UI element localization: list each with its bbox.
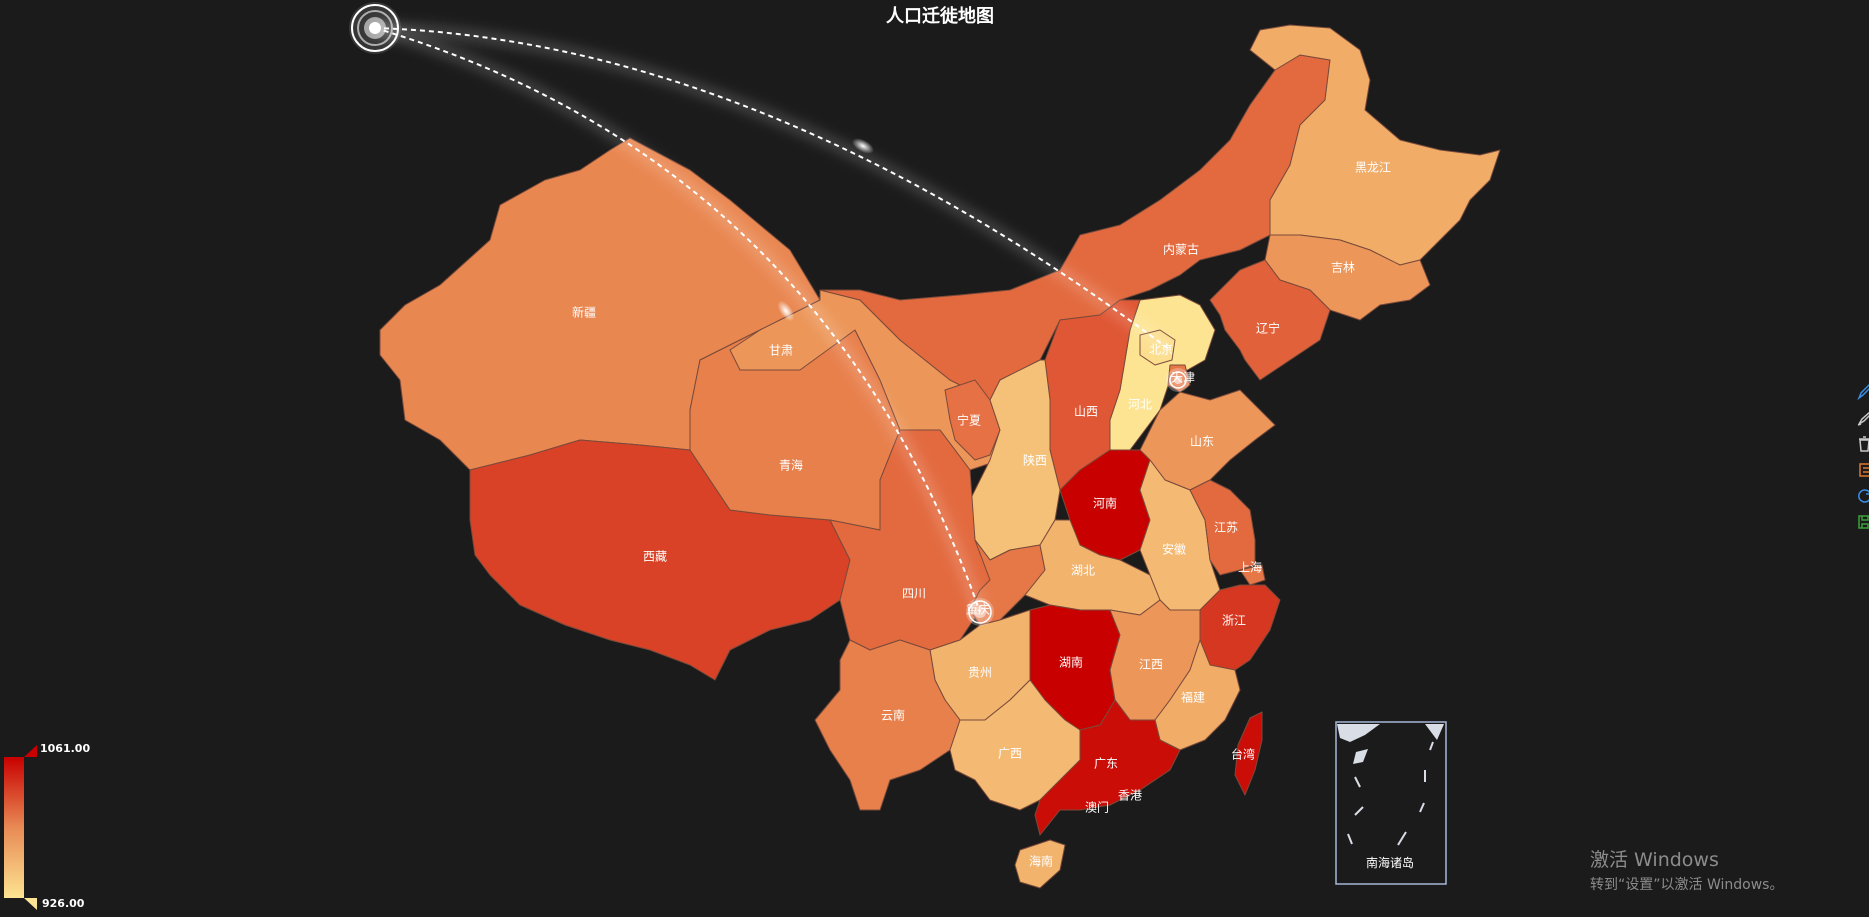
province-guangdong[interactable] [1034, 699, 1181, 836]
refresh-icon[interactable] [1857, 488, 1869, 504]
visual-map-legend[interactable] [4, 745, 37, 910]
label-hunan: 湖南 [1059, 655, 1083, 670]
label-qinghai: 青海 [779, 458, 803, 473]
legend-min-label: 926.00 [42, 897, 85, 910]
province-zhejiang[interactable] [1199, 584, 1281, 671]
flow-line-to-beijing [374, 27, 1171, 351]
windows-activation-watermark: 激活 Windows 转到“设置”以激活 Windows。 [1590, 845, 1783, 894]
label-liaoning: 辽宁 [1256, 321, 1280, 336]
label-gansu: 甘肃 [769, 344, 793, 358]
south-sea-islands-inset: 南海诸岛 [1335, 721, 1447, 885]
watermark-title: 激活 Windows [1590, 849, 1719, 871]
label-henan: 河南 [1093, 496, 1117, 511]
origin-marker[interactable] [349, 2, 401, 54]
label-jiangsu: 江苏 [1214, 521, 1238, 535]
flow-line-to-chongqing [374, 27, 981, 613]
label-jiangxi: 江西 [1139, 658, 1163, 672]
flow-particle [777, 300, 795, 322]
label-xizang: 西藏 [643, 550, 667, 564]
label-guangxi: 广西 [998, 747, 1022, 761]
legend-max-label: 1061.00 [40, 742, 91, 755]
label-hainan: 海南 [1029, 854, 1053, 869]
province-heilongjiang[interactable] [1249, 24, 1501, 266]
label-shanghai: 上海 [1238, 560, 1262, 575]
province-xizang[interactable] [469, 439, 851, 681]
label-anhui: 安徽 [1162, 542, 1186, 557]
province-taiwan[interactable] [1234, 711, 1263, 796]
destination-marker-chongqing[interactable] [966, 598, 994, 626]
province-jiangsu[interactable] [1189, 479, 1256, 576]
label-shaanxi: 陕西 [1023, 453, 1047, 468]
legend-gradient-bar [4, 757, 24, 898]
label-shandong: 山东 [1190, 435, 1214, 449]
label-neimenggu: 内蒙古 [1163, 242, 1199, 257]
label-ningxia: 宁夏 [957, 413, 981, 428]
province-shanghai[interactable] [1239, 564, 1266, 586]
label-hebei: 河北 [1128, 398, 1152, 412]
list-icon[interactable] [1857, 462, 1869, 478]
south-sea-label: 南海诸岛 [1366, 855, 1414, 870]
label-guizhou: 贵州 [968, 666, 992, 680]
province-yunnan[interactable] [814, 639, 961, 811]
watermark-subtitle: 转到“设置”以激活 Windows。 [1590, 877, 1784, 893]
label-shanxi: 山西 [1074, 405, 1098, 419]
label-guangdong: 广东 [1094, 757, 1118, 771]
label-fujian: 福建 [1181, 690, 1205, 705]
province-liaoning[interactable] [1209, 259, 1331, 381]
brush-icon[interactable] [1857, 410, 1869, 426]
toolbox[interactable] [1857, 384, 1869, 540]
label-hubei: 湖北 [1071, 563, 1095, 578]
label-aomen: 澳门 [1085, 800, 1109, 815]
province-hainan[interactable] [1014, 839, 1066, 889]
legend-min-handle[interactable] [24, 898, 37, 910]
migration-flows [373, 22, 1174, 615]
legend-max-handle[interactable] [24, 745, 37, 757]
label-zhejiang: 浙江 [1222, 614, 1246, 628]
label-sichuan: 四川 [902, 587, 926, 601]
label-jilin: 吉林 [1331, 261, 1355, 275]
label-xinjiang: 新疆 [572, 305, 596, 320]
province-chongqing[interactable] [969, 539, 1046, 626]
label-xianggang: 香港 [1118, 789, 1142, 803]
trash-icon[interactable] [1857, 436, 1869, 452]
label-taiwan: 台湾 [1231, 747, 1255, 762]
flow-particle [852, 138, 874, 154]
province-fujian[interactable] [1154, 639, 1241, 751]
label-yunnan: 云南 [881, 708, 905, 723]
pen-icon[interactable] [1857, 384, 1869, 400]
save-icon[interactable] [1857, 514, 1869, 530]
label-heilongjiang: 黑龙江 [1355, 161, 1391, 175]
chart-title: 人口迁徙地图 [886, 6, 994, 27]
destination-marker-beijing[interactable] [1166, 368, 1190, 392]
province-ningxia[interactable] [944, 379, 1001, 461]
